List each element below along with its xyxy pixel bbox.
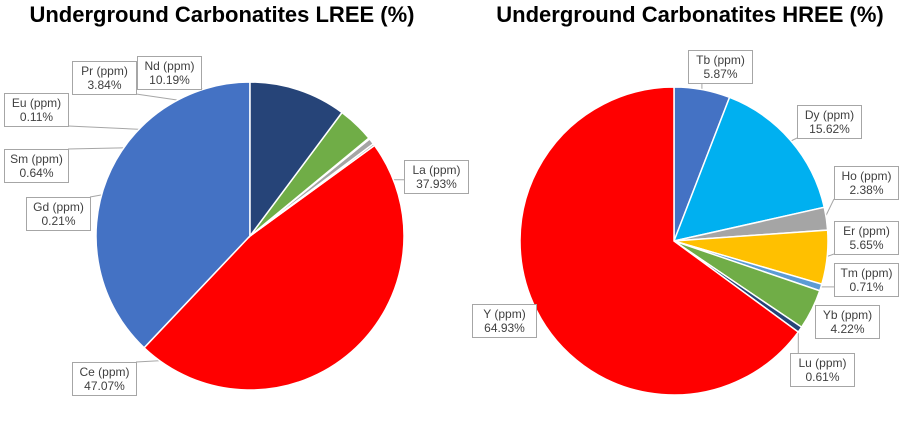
data-label-sm: Sm (ppm)0.64% <box>4 149 69 183</box>
pie-lree: La (ppm)37.93% Ce (ppm)47.07% Gd (ppm)0.21… <box>4 56 469 396</box>
pie-slice-la <box>95 81 251 349</box>
data-label-y: Y (ppm)64.93% <box>472 304 537 338</box>
slice-percent-label: 4.22% <box>830 322 864 336</box>
slice-name-label: Gd (ppm) <box>33 200 84 214</box>
pie-slice-dy <box>672 96 826 243</box>
data-label-tb: Tb (ppm)5.87% <box>688 50 753 84</box>
slice-percent-label: 15.62% <box>809 122 850 136</box>
slice-name-label: Nd (ppm) <box>144 59 194 73</box>
data-label-er: Er (ppm)5.65% <box>834 221 899 255</box>
slice-percent-label: 37.93% <box>416 177 457 191</box>
slice-name-label: Y (ppm) <box>483 307 525 321</box>
slice-name-label: La (ppm) <box>412 163 460 177</box>
slice-percent-label: 0.71% <box>849 280 883 294</box>
slice-percent-label: 5.65% <box>849 238 883 252</box>
data-label-dy: Dy (ppm)15.62% <box>797 105 862 139</box>
slice-percent-label: 2.38% <box>849 183 883 197</box>
slice-name-label: Er (ppm) <box>843 224 890 238</box>
slice-name-label: Dy (ppm) <box>805 108 854 122</box>
pie-slice-ce <box>143 144 405 391</box>
data-label-la: La (ppm)37.93% <box>404 160 469 194</box>
pie-slice-nd <box>249 81 344 239</box>
slice-percent-label: 3.84% <box>87 78 121 92</box>
slice-percent-label: 5.87% <box>703 67 737 81</box>
slice-percent-label: 0.64% <box>19 166 53 180</box>
data-label-nd: Nd (ppm)10.19% <box>137 56 202 90</box>
data-label-tm: Tm (ppm)0.71% <box>834 263 899 297</box>
data-label-pr: Pr (ppm)3.84% <box>72 61 137 95</box>
slice-name-label: Tb (ppm) <box>696 53 745 67</box>
slice-name-label: Sm (ppm) <box>10 152 63 166</box>
slice-percent-label: 64.93% <box>484 321 525 335</box>
slice-name-label: Eu (ppm) <box>12 96 61 110</box>
data-label-lu: Lu (ppm)0.61% <box>790 353 855 387</box>
slice-name-label: Ce (ppm) <box>79 365 129 379</box>
chart-title-hree: Underground Carbonatites HREE (%) <box>496 2 883 27</box>
data-label-gd: Gd (ppm)0.21% <box>26 197 91 231</box>
slice-percent-label: 47.07% <box>84 379 125 393</box>
data-label-ho: Ho (ppm)2.38% <box>834 166 899 200</box>
data-label-eu: Eu (ppm)0.11% <box>4 93 69 127</box>
slice-percent-label: 10.19% <box>149 73 190 87</box>
slice-percent-label: 0.11% <box>20 110 53 124</box>
slice-name-label: Lu (ppm) <box>798 356 846 370</box>
slice-percent-label: 0.61% <box>805 370 839 384</box>
pie-hree: Tb (ppm)5.87% Dy (ppm)15.62% Ho (ppm)2.38%… <box>472 50 899 396</box>
slice-name-label: Tm (ppm) <box>841 266 893 280</box>
data-label-ce: Ce (ppm)47.07% <box>72 362 137 396</box>
slice-percent-label: 0.21% <box>41 214 75 228</box>
slice-name-label: Yb (ppm) <box>823 308 872 322</box>
data-label-yb: Yb (ppm)4.22% <box>815 305 880 339</box>
slice-name-label: Pr (ppm) <box>81 64 128 78</box>
slice-name-label: Ho (ppm) <box>841 169 891 183</box>
chart-title-lree: Underground Carbonatites LREE (%) <box>29 2 414 27</box>
